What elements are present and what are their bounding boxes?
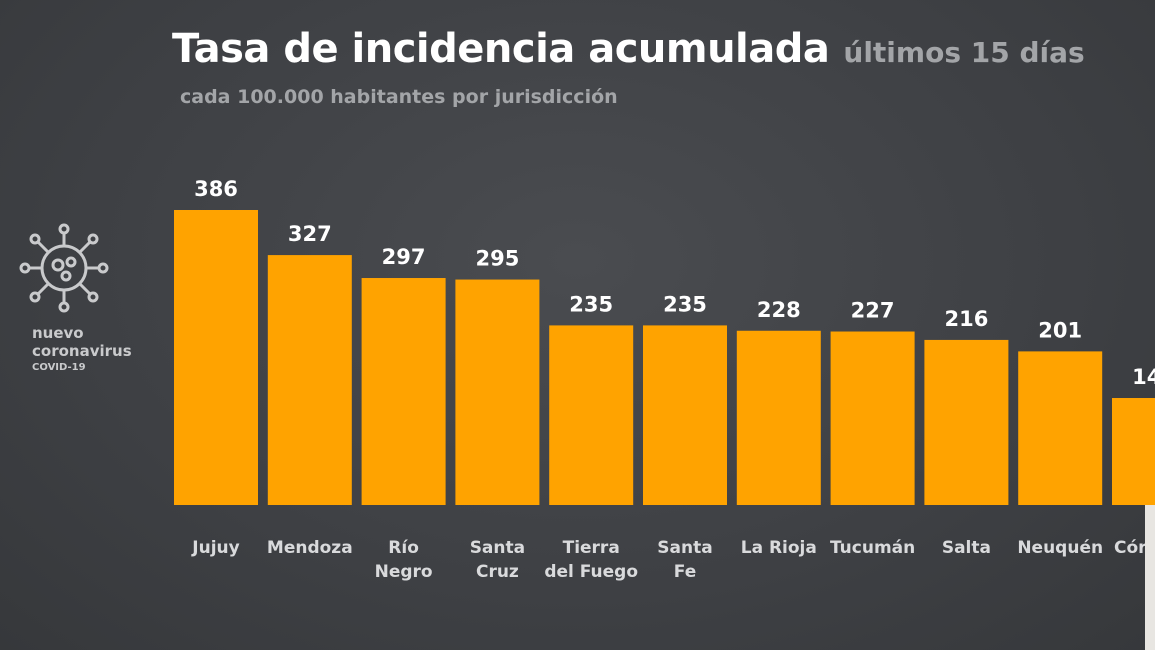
category-label-9: Neuquén xyxy=(1017,538,1103,558)
bar-7 xyxy=(830,331,915,505)
logo-text-covid: COVID-19 xyxy=(32,362,86,373)
virus-icon xyxy=(19,223,109,313)
category-label-3: Santa Cruz xyxy=(470,538,525,582)
category-label-2: Río Negro xyxy=(375,538,433,582)
chart-title: Tasa de incidencia acumulada xyxy=(172,26,830,72)
bar-value-label-10: 140 xyxy=(1132,365,1155,389)
bar-value-label-2: 297 xyxy=(382,245,426,269)
bar-value-label-1: 327 xyxy=(288,222,332,246)
bar-6 xyxy=(736,330,821,505)
category-label-5: Santa Fe xyxy=(657,538,712,582)
chart-subtitle: cada 100.000 habitantes por jurisdicción xyxy=(180,86,618,108)
video-overlay-edge xyxy=(1145,505,1155,650)
logo-text-coronavirus: coronavirus xyxy=(32,342,132,360)
chart-title-suffix: últimos 15 días xyxy=(843,36,1085,69)
bar-value-label-8: 216 xyxy=(944,307,988,331)
category-label-8: Salta xyxy=(942,538,991,558)
chart-header: Tasa de incidencia acumulada últimos 15 d… xyxy=(172,26,1085,72)
bar-value-label-7: 227 xyxy=(851,299,895,323)
bar-5 xyxy=(643,325,727,505)
bar-4 xyxy=(549,325,634,505)
bar-0 xyxy=(174,210,258,505)
logo-text-nuevo: nuevo xyxy=(32,324,84,342)
bar-value-label-3: 295 xyxy=(475,247,519,271)
bar-3 xyxy=(455,279,540,505)
category-label-0: Jujuy xyxy=(191,538,239,558)
category-label-7: Tucumán xyxy=(830,538,915,558)
nuevo-coronavirus-logo: nuevo coronavirus COVID-19 xyxy=(18,222,138,373)
category-label-4: Tierra del Fuego xyxy=(544,538,638,582)
category-label-1: Mendoza xyxy=(267,538,353,558)
bar-1 xyxy=(267,255,352,505)
bar-value-label-6: 228 xyxy=(757,298,801,322)
bar-2 xyxy=(361,278,446,505)
bar-8 xyxy=(924,339,1009,505)
category-label-6: La Rioja xyxy=(741,538,817,558)
bar-10 xyxy=(1112,398,1155,505)
category-label-10: Córdoba xyxy=(1114,538,1155,558)
bar-value-label-4: 235 xyxy=(569,292,613,316)
bar-9 xyxy=(1018,351,1103,505)
bar-value-label-5: 235 xyxy=(663,292,707,316)
bar-value-label-9: 201 xyxy=(1038,318,1082,342)
bar-value-label-0: 386 xyxy=(194,177,238,201)
